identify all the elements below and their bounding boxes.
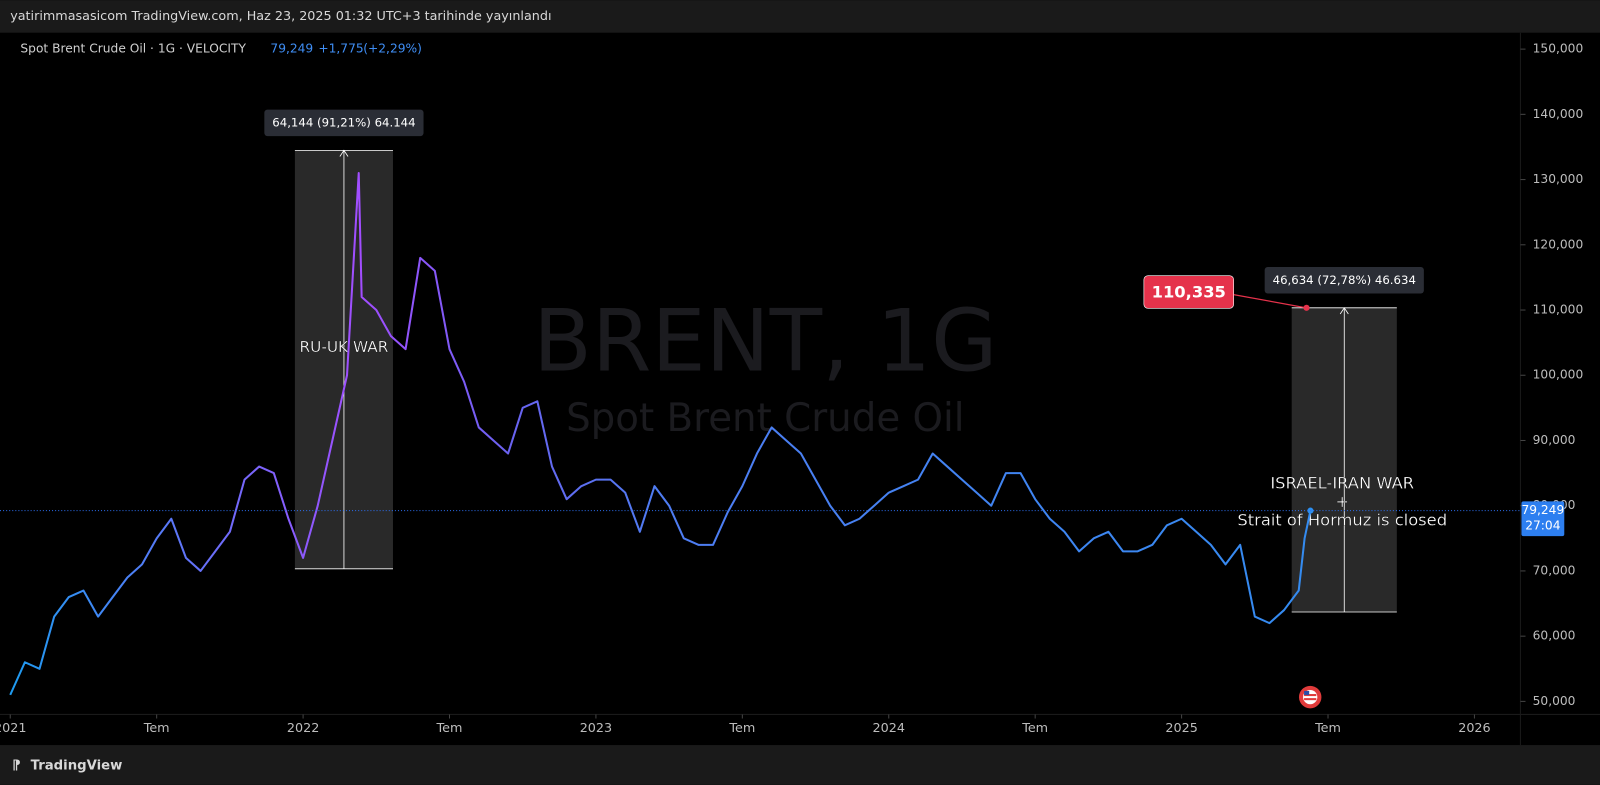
- price-line: [9, 172, 1312, 696]
- x-tick-label: Tem: [728, 721, 755, 736]
- annotation-text: RU-UK WAR: [300, 338, 389, 356]
- x-tick-label: 2026: [1458, 721, 1490, 736]
- price-callout-dot: [1303, 304, 1310, 311]
- watermark-sub: Spot Brent Crude Oil: [566, 396, 964, 441]
- y-tick-label: 110,000: [1533, 303, 1584, 317]
- y-tick-label: 90,000: [1533, 433, 1576, 447]
- annotation-text: +: [1335, 492, 1349, 511]
- chart-panel: [0, 32, 1600, 746]
- x-tick-label: Tem: [143, 721, 170, 736]
- legend-change: +1,775: [318, 42, 363, 56]
- price-callout-line: [1224, 292, 1307, 309]
- symbol: Spot Brent Crude Oil · 1G · VELOCITY: [20, 42, 246, 56]
- legend-price: 79,249: [270, 42, 313, 56]
- y-tick-label: 100,000: [1533, 368, 1584, 382]
- measure-label-bg: [1264, 267, 1424, 294]
- annotation-text: ISRAEL-IRAN WAR: [1270, 474, 1414, 493]
- y-tick-label: 150,000: [1533, 42, 1584, 56]
- x-tick-label: Tem: [436, 721, 463, 736]
- y-tick-label: 70,000: [1533, 563, 1576, 577]
- last-price-bg: [1521, 501, 1565, 537]
- price-callout: 110,335: [1152, 283, 1226, 302]
- brand: TradingView: [31, 758, 123, 773]
- us-flag-icon: [1298, 685, 1322, 709]
- brand-logo: ⁋: [12, 758, 20, 773]
- measure-label: 46,634 (72,78%) 46.634: [1273, 273, 1416, 287]
- measure-label: 64,144 (91,21%) 64.144: [272, 115, 415, 129]
- x-tick-label: Tem: [1314, 721, 1341, 736]
- legend-change-pct: (+2,29%): [363, 42, 422, 56]
- y-tick-label: 120,000: [1533, 237, 1584, 251]
- last-price-timer: 27:04: [1525, 518, 1560, 532]
- price-callout-bg: [1143, 275, 1234, 309]
- y-tick-label: 60,000: [1533, 629, 1576, 643]
- published-note: yatirimmasasicom TradingView.com, Haz 23…: [10, 9, 551, 24]
- x-tick-label: 2025: [1165, 721, 1197, 736]
- y-tick-label: 130,000: [1533, 172, 1584, 186]
- watermark: BRENT, 1G: [533, 292, 997, 392]
- x-tick-label: Tem: [1021, 721, 1048, 736]
- measure-label-bg: [264, 109, 424, 137]
- x-tick-label: 2023: [580, 721, 612, 736]
- y-tick-label: 140,000: [1533, 107, 1584, 121]
- measure-arrow-head: [1339, 307, 1349, 315]
- x-tick-label: 2022: [287, 721, 319, 736]
- footer-bar: [0, 745, 1600, 785]
- x-tick-label: 2024: [873, 721, 905, 736]
- annotation-text: Strait of Hormuz is closed: [1237, 510, 1447, 529]
- last-price-label: 79,249: [1521, 503, 1564, 517]
- y-tick-label: 50,000: [1533, 694, 1576, 708]
- measure-arrow-head: [339, 149, 349, 157]
- top-bar: [0, 0, 1600, 33]
- x-tick-label: 2021: [0, 721, 26, 736]
